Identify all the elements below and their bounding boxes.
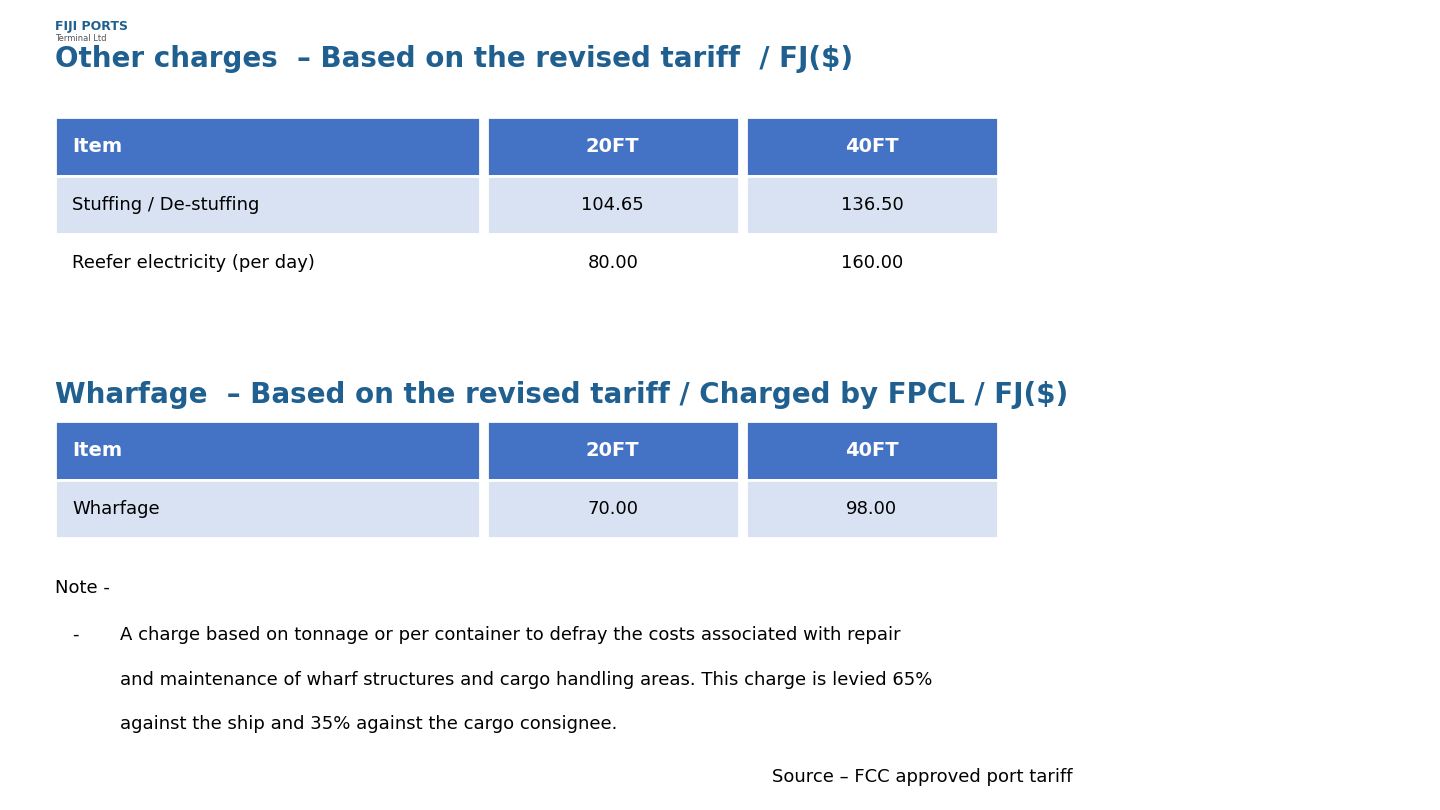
Text: Source – FCC approved port tariff: Source – FCC approved port tariff <box>772 768 1073 786</box>
Text: Stuffing / De-stuffing: Stuffing / De-stuffing <box>72 196 259 214</box>
Text: Item: Item <box>72 441 122 460</box>
Text: 20FT: 20FT <box>586 441 639 460</box>
Text: 70.00: 70.00 <box>588 500 638 518</box>
Text: 98.00: 98.00 <box>847 500 897 518</box>
Text: 80.00: 80.00 <box>588 254 638 272</box>
Text: 136.50: 136.50 <box>841 196 903 214</box>
Text: Wharfage  – Based on the revised tariff / Charged by FPCL / FJ($): Wharfage – Based on the revised tariff /… <box>55 381 1068 409</box>
Text: 40FT: 40FT <box>845 137 899 156</box>
Text: Item: Item <box>72 137 122 156</box>
Text: A charge based on tonnage or per container to defray the costs associated with r: A charge based on tonnage or per contain… <box>120 626 900 644</box>
Text: and maintenance of wharf structures and cargo handling areas. This charge is lev: and maintenance of wharf structures and … <box>120 671 932 688</box>
Text: 160.00: 160.00 <box>841 254 903 272</box>
Text: Other charges  – Based on the revised tariff  / FJ($): Other charges – Based on the revised tar… <box>55 45 852 73</box>
Text: Wharfage: Wharfage <box>72 500 160 518</box>
Text: 104.65: 104.65 <box>582 196 644 214</box>
Text: Terminal Ltd: Terminal Ltd <box>55 34 107 43</box>
Text: -: - <box>72 626 79 644</box>
Text: FIJI PORTS: FIJI PORTS <box>55 20 128 33</box>
Text: Note -: Note - <box>55 579 109 597</box>
Text: 40FT: 40FT <box>845 441 899 460</box>
Text: against the ship and 35% against the cargo consignee.: against the ship and 35% against the car… <box>120 715 616 733</box>
Text: Reefer electricity (per day): Reefer electricity (per day) <box>72 254 315 272</box>
Text: 20FT: 20FT <box>586 137 639 156</box>
